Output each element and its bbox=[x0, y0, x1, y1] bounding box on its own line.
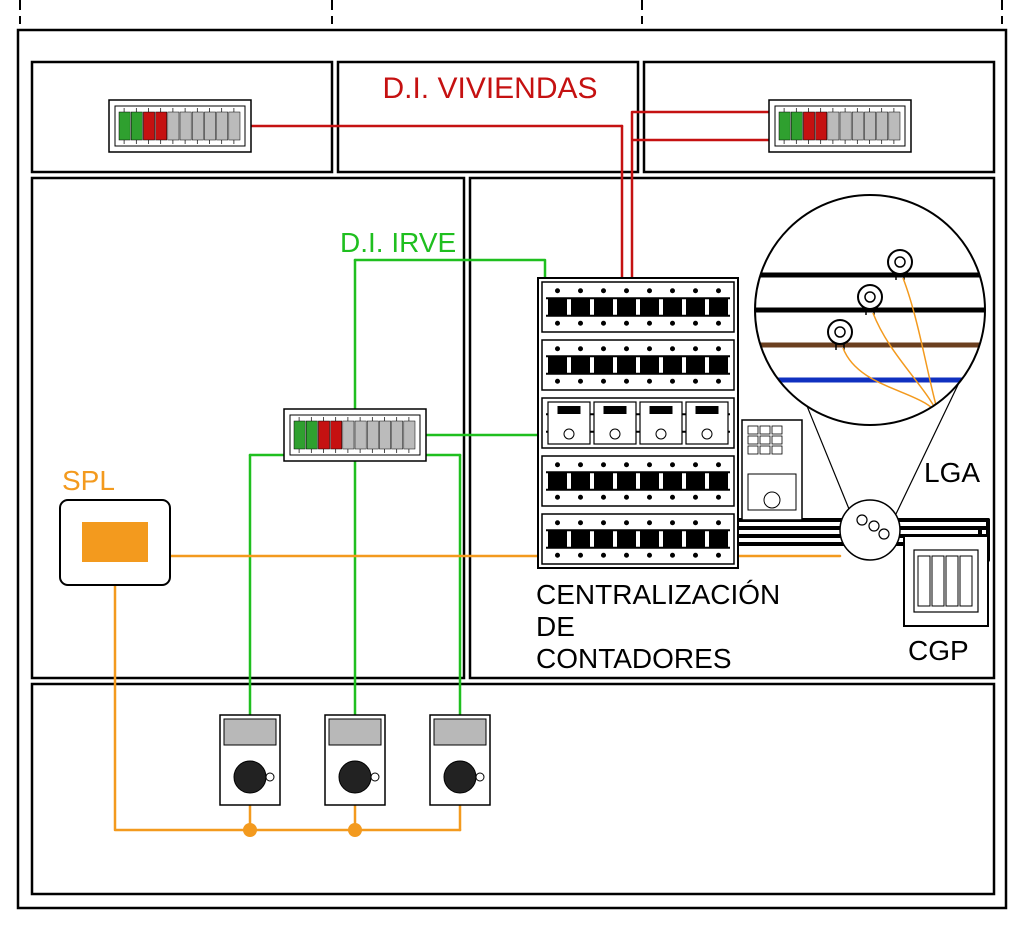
label-lga: LGA bbox=[924, 457, 980, 488]
breaker-panel bbox=[769, 100, 911, 152]
label-centralizacion: CENTRALIZACIÓN bbox=[536, 579, 780, 610]
label-de: DE bbox=[536, 611, 575, 642]
label-contadores: CONTADORES bbox=[536, 643, 732, 674]
frame-bottom bbox=[32, 684, 994, 894]
ev-charger bbox=[325, 715, 385, 805]
orange-node bbox=[348, 823, 362, 837]
ev-charger bbox=[430, 715, 490, 805]
cgp-box bbox=[904, 536, 988, 626]
ev-charger bbox=[220, 715, 280, 805]
frame-outer bbox=[18, 30, 1006, 908]
breaker-panel bbox=[284, 409, 426, 461]
label-cgp: CGP bbox=[908, 635, 969, 666]
label-di-irve: D.I. IRVE bbox=[340, 227, 456, 258]
orange-node bbox=[243, 823, 257, 837]
wire bbox=[115, 585, 460, 830]
label-spl: SPL bbox=[62, 465, 115, 496]
wire bbox=[632, 112, 775, 278]
breaker-panel bbox=[109, 100, 251, 152]
label-di-viviendas: D.I. VIVIENDAS bbox=[382, 72, 597, 105]
wire bbox=[355, 260, 545, 278]
spl-box bbox=[60, 500, 170, 585]
